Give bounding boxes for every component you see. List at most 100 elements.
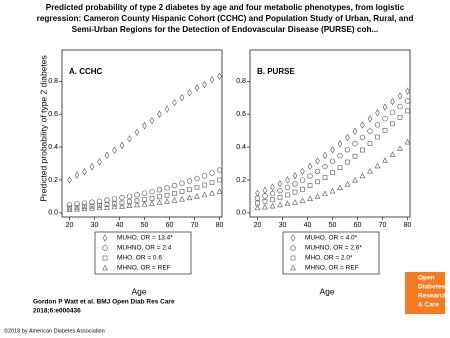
y-tick-label: 0.6 [236, 111, 246, 118]
marker-square [112, 201, 117, 207]
marker-square [82, 204, 87, 210]
marker-diamond [104, 151, 110, 159]
marker-diamond [397, 92, 403, 100]
marker-diamond [270, 183, 275, 191]
marker-square [74, 205, 80, 210]
legend-box [94, 231, 192, 275]
marker-triangle [102, 264, 108, 271]
marker-triangle [89, 205, 95, 211]
marker-triangle [194, 193, 200, 199]
marker-circle [382, 115, 388, 122]
marker-triangle [254, 204, 261, 211]
marker-circle [119, 194, 125, 201]
marker-diamond [102, 234, 108, 242]
marker-diamond [127, 135, 132, 143]
x-tick-label: 70 [191, 222, 199, 229]
marker-circle [397, 103, 403, 110]
marker-square [255, 200, 260, 206]
marker-triangle [299, 197, 306, 203]
marker-diamond [337, 140, 343, 148]
marker-square [270, 197, 275, 202]
marker-diamond [300, 167, 305, 175]
marker-circle [254, 195, 261, 201]
marker-triangle [186, 194, 193, 201]
marker-diamond [67, 176, 72, 184]
marker-triangle [314, 193, 321, 199]
title-line: Semi-Urban Regions for the Detection of … [72, 25, 379, 34]
marker-circle [89, 199, 95, 205]
legend-label: MHO, OR = 2.0* [305, 255, 353, 262]
marker-circle [329, 158, 336, 164]
logo-text: Research [418, 293, 447, 300]
marker-square [292, 189, 298, 195]
marker-diamond [255, 189, 260, 197]
marker-diamond [290, 234, 296, 242]
marker-circle [179, 180, 185, 186]
copyright: ©2018 by American Diabetes Association [4, 327, 105, 334]
marker-circle [292, 181, 298, 187]
logo-text: & Care [418, 302, 439, 309]
marker-square [360, 147, 365, 153]
citation: 2018;6:e000436 [33, 308, 81, 315]
marker-square [187, 187, 192, 193]
y-tick-label: 0.0 [236, 210, 246, 217]
marker-circle [171, 182, 178, 189]
marker-triangle [201, 191, 208, 198]
marker-diamond [172, 98, 177, 107]
marker-triangle [164, 198, 170, 204]
marker-circle [389, 109, 396, 116]
marker-triangle [171, 197, 178, 203]
x-tick-label: 30 [279, 222, 287, 229]
marker-diamond [330, 146, 335, 154]
marker-triangle [307, 195, 313, 201]
marker-circle [96, 198, 103, 204]
marker-square [194, 185, 200, 190]
marker-circle [209, 170, 215, 176]
marker-circle [290, 245, 296, 251]
marker-square [172, 191, 177, 196]
marker-square [97, 203, 102, 208]
x-tick-label: 60 [354, 222, 362, 229]
marker-diamond [82, 168, 87, 176]
marker-diamond [119, 141, 125, 150]
marker-diamond [202, 80, 207, 89]
plot-frame [249, 49, 411, 218]
marker-square [217, 177, 222, 183]
logo-box [405, 272, 445, 314]
legend-label: MUHNO, OR = 2.6* [305, 245, 362, 252]
marker-circle [367, 128, 373, 134]
marker-square [390, 121, 395, 127]
marker-triangle [96, 204, 103, 211]
marker-triangle [149, 200, 155, 206]
marker-diamond [194, 84, 200, 92]
marker-square [397, 114, 403, 120]
marker-diamond [164, 105, 170, 113]
marker-circle [216, 167, 223, 173]
x-tick-label: 40 [304, 222, 312, 229]
marker-square [104, 202, 110, 208]
marker-square [285, 192, 290, 198]
marker-triangle [344, 180, 351, 187]
marker-circle [322, 163, 328, 170]
marker-triangle [374, 162, 381, 169]
marker-diamond [149, 117, 155, 125]
marker-diamond [292, 172, 298, 180]
marker-diamond [187, 89, 192, 97]
marker-square [149, 195, 155, 201]
marker-circle [186, 178, 193, 184]
marker-triangle [404, 138, 411, 145]
marker-square [300, 186, 305, 192]
marker-circle [269, 190, 276, 197]
marker-circle [134, 192, 140, 198]
marker-diamond [322, 151, 328, 160]
marker-triangle [292, 199, 298, 205]
marker-square [179, 189, 185, 195]
marker-circle [164, 185, 170, 191]
marker-circle [104, 197, 110, 203]
marker-square [330, 170, 335, 176]
logo-text: Open [418, 275, 435, 282]
marker-circle [307, 173, 313, 179]
legend-label: MHNO, OR = REF [117, 265, 171, 272]
marker-diamond [142, 121, 147, 130]
